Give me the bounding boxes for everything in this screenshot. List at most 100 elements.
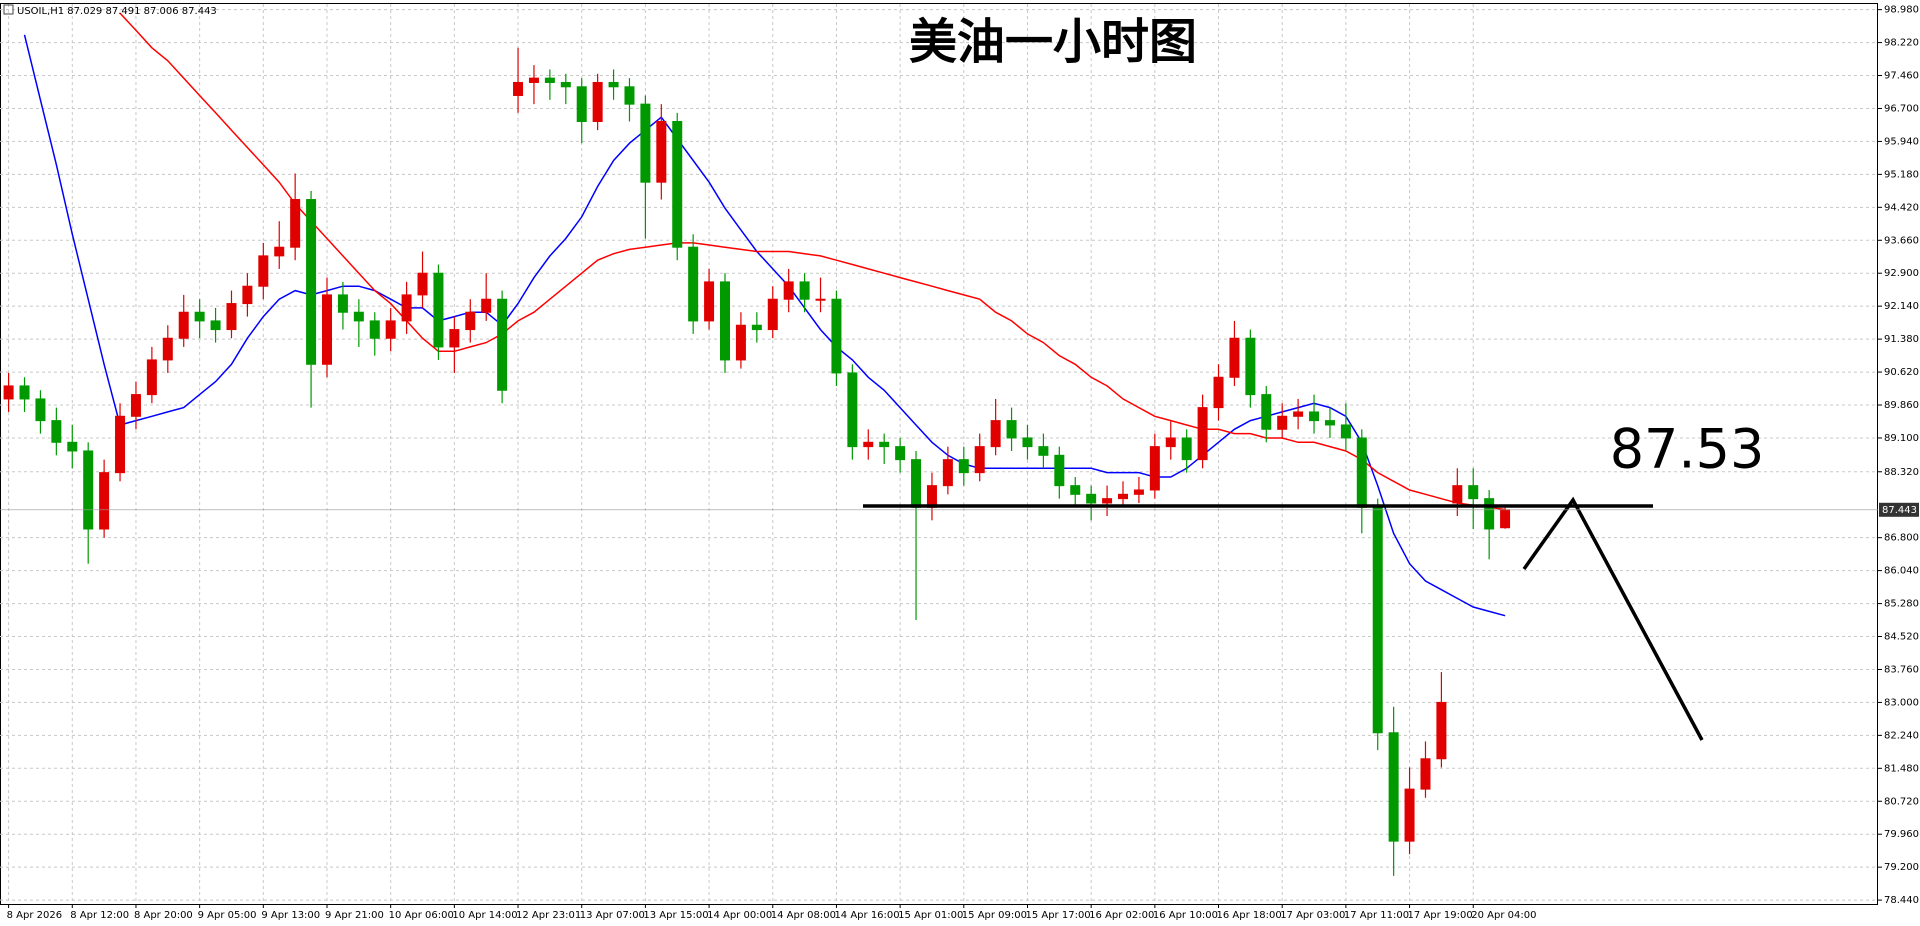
candle-body	[640, 103, 651, 183]
candle-body	[990, 420, 1001, 448]
x-tick-label: 8 Apr 20:00	[134, 910, 193, 921]
y-tick-label: 91.380	[1884, 334, 1919, 345]
y-tick-label: 80.720	[1884, 796, 1919, 807]
indicators	[23, 12, 1506, 617]
x-tick-label: 12 Apr 23:01	[516, 910, 581, 921]
y-tick-label: 97.460	[1884, 71, 1919, 82]
candle-body	[863, 441, 874, 448]
candle-body	[1324, 420, 1335, 426]
candle-body	[720, 281, 730, 361]
x-tick-label: 17 Apr 03:00	[1280, 910, 1345, 921]
candle-body	[385, 320, 396, 339]
candle-body	[958, 459, 969, 474]
candle-body	[688, 246, 699, 322]
candle-body	[83, 450, 94, 530]
candle-body	[3, 385, 14, 400]
candle-body	[974, 446, 985, 474]
x-tick-label: 15 Apr 01:00	[898, 910, 963, 921]
candle-body	[735, 324, 746, 361]
x-tick-label: 8 Apr 12:00	[70, 910, 129, 921]
candle-body	[1133, 489, 1144, 495]
x-tick-label: 20 Apr 04:00	[1471, 910, 1536, 921]
candle-body	[1500, 509, 1511, 529]
candle-body	[130, 394, 141, 417]
y-tick-label: 83.760	[1884, 664, 1919, 675]
candle-body	[290, 199, 301, 248]
candle-body	[767, 298, 778, 331]
y-tick-label: 78.440	[1884, 895, 1919, 906]
y-tick-label: 90.620	[1884, 367, 1919, 378]
candle-body	[751, 324, 762, 331]
header: USOIL,H1 87.029 87.491 87.006 87.443	[17, 6, 217, 17]
annotations: 87.53	[863, 418, 1765, 741]
current-price-label: 87.443	[1882, 505, 1917, 516]
axes: 98.980 98.220 97.460 96.700 95.940 95.180 94.4…	[0, 5, 1919, 921]
x-tick-label: 13 Apr 07:00	[580, 910, 645, 921]
candle-body	[1022, 437, 1033, 448]
candles	[3, 47, 1511, 876]
candle-body	[1261, 394, 1272, 430]
candle-body	[1149, 446, 1160, 491]
candle-body	[528, 77, 539, 83]
y-tick-label: 95.180	[1884, 169, 1919, 180]
candle-body	[35, 398, 46, 422]
candle-body	[226, 303, 237, 331]
candle-body	[783, 281, 794, 300]
candle-body	[497, 298, 508, 391]
candle-body	[242, 285, 253, 305]
candle-body	[1468, 485, 1479, 500]
candle-body	[1181, 437, 1192, 461]
candle-body	[672, 120, 683, 248]
candle-body	[911, 459, 922, 508]
candle-body	[815, 298, 826, 301]
level-label: 87.53	[1610, 418, 1765, 481]
candle-body	[942, 459, 953, 487]
y-tick-label: 96.700	[1884, 103, 1919, 114]
candle-body	[1404, 788, 1415, 842]
x-tick-label: 14 Apr 08:00	[771, 910, 836, 921]
grid	[0, 4, 1878, 904]
candle-body	[576, 86, 587, 122]
candle-body	[115, 415, 126, 474]
candle-body	[19, 385, 30, 400]
candle-body	[433, 272, 444, 348]
x-tick-label: 15 Apr 17:00	[1025, 910, 1090, 921]
candle-body	[1213, 376, 1224, 409]
candle-body	[592, 81, 603, 122]
candle-body	[465, 311, 476, 331]
candle-body	[1388, 732, 1399, 842]
candle-body	[258, 255, 269, 287]
candle-body	[401, 294, 412, 322]
header-icon	[3, 4, 14, 15]
candle-body	[1086, 493, 1097, 504]
moving-average-line	[119, 12, 1506, 511]
candle-body	[449, 329, 460, 348]
candle-body	[926, 485, 937, 508]
x-tick-label: 16 Apr 10:00	[1153, 910, 1218, 921]
candle-body	[481, 298, 492, 313]
y-tick-label: 95.940	[1884, 136, 1919, 147]
candle-body	[544, 77, 555, 83]
x-tick-label: 17 Apr 19:00	[1408, 910, 1473, 921]
candle-body	[67, 441, 78, 452]
candle-body	[847, 372, 858, 448]
candle-body	[51, 420, 62, 443]
candle-body	[513, 81, 524, 96]
candle-body	[210, 320, 221, 331]
candle-body	[1006, 420, 1017, 439]
y-tick-label: 94.420	[1884, 202, 1919, 213]
candle-body	[1054, 454, 1065, 487]
candle-body	[274, 246, 285, 257]
y-tick-label: 86.040	[1884, 566, 1919, 577]
y-tick-label: 86.800	[1884, 533, 1919, 544]
x-tick-label: 9 Apr 05:00	[198, 910, 257, 921]
y-tick-label: 88.320	[1884, 467, 1919, 478]
candle-body	[1356, 437, 1367, 508]
candle-body	[831, 298, 842, 374]
candle-body	[1102, 498, 1113, 504]
candle-body	[1372, 506, 1383, 734]
x-tick-label: 14 Apr 00:00	[707, 910, 772, 921]
x-tick-label: 15 Apr 09:00	[962, 910, 1027, 921]
candle-body	[1436, 701, 1447, 760]
